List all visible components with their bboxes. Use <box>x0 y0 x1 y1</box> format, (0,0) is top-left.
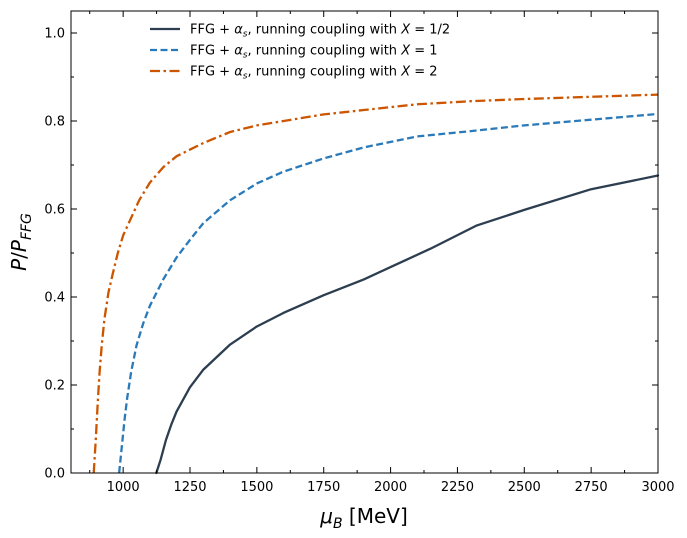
plot-lines <box>92 93 660 475</box>
y-tick-label: 0.8 <box>44 115 65 130</box>
tick-labels: 1000 1250 1500 1750 2000 2250 2500 2750 3000 0.0 0… <box>44 27 674 496</box>
y-axis-label: P/PFFG <box>7 213 35 271</box>
y-tick-label: 0.4 <box>44 291 65 306</box>
x-tick-label: 2000 <box>374 480 407 495</box>
y-tick-label: 0.2 <box>44 379 65 394</box>
x-tick-label: 2750 <box>575 480 608 495</box>
x-tick-label: 1250 <box>173 480 206 495</box>
x-tick-label: 2250 <box>441 480 474 495</box>
x-tick-label: 1000 <box>107 480 140 495</box>
legend-label-2: FFG + αs, running coupling with X = 1 <box>190 44 438 61</box>
y-tick-label: 0.0 <box>44 467 65 482</box>
series-line-3 <box>92 93 659 474</box>
plot-frame <box>70 10 659 474</box>
x-tick-label: 2500 <box>508 480 541 495</box>
y-tick-label: 0.6 <box>44 203 65 218</box>
y-tick-label: 1.0 <box>44 27 65 42</box>
x-tick-label: 1750 <box>307 480 340 495</box>
x-tick-label: 3000 <box>641 480 674 495</box>
legend-label-3: FFG + αs, running coupling with X = 2 <box>190 65 438 82</box>
series-line-1 <box>155 174 660 475</box>
series-line-2 <box>117 112 659 474</box>
legend-label-1: FFG + αs, running coupling with X = 1/2 <box>190 23 450 40</box>
legend: FFG + αs, running coupling with X = 1/2 F… <box>150 23 450 82</box>
axis-ticks <box>71 11 659 474</box>
x-axis-label: μB [MeV] <box>319 504 408 532</box>
x-tick-label: 1500 <box>240 480 273 495</box>
